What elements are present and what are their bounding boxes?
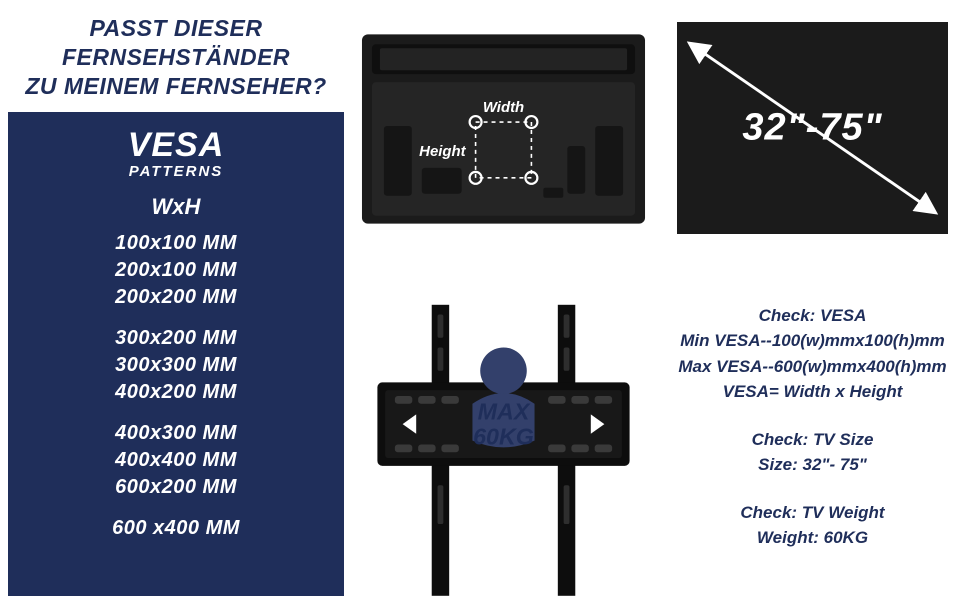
vesa-item: 300x200 MM: [16, 325, 336, 352]
vesa-item: 100x100 MM: [16, 230, 336, 257]
size-range-text: 32"-75": [742, 107, 882, 150]
spec-text-panel: Check: VESA Min VESA--100(w)mmx100(h)mm …: [663, 258, 962, 596]
spec-line: Check: TV Weight: [740, 500, 884, 526]
spec-line: Check: TV Size: [752, 427, 874, 453]
spec-line: Min VESA--100(w)mmx100(h)mm: [678, 328, 946, 354]
tv-back-diagram: Width Height: [354, 8, 653, 248]
width-label: Width: [483, 99, 524, 116]
spec-line: Check: VESA: [678, 303, 946, 329]
left-column: PASST DIESER FERNSEHSTÄNDER ZU MEINEM FE…: [8, 8, 344, 596]
vesa-subtitle: PATTERNS: [16, 163, 336, 180]
vesa-group: 100x100 MM 200x100 MM 200x200 MM: [16, 230, 336, 311]
spec-line: Weight: 60KG: [740, 525, 884, 551]
vesa-item: 600x200 MM: [16, 474, 336, 501]
spec-line: Size: 32"- 75": [752, 452, 874, 478]
max-weight-line2: 60KG: [473, 423, 534, 449]
headline-line: ZU MEINEM FERNSEHER?: [12, 72, 340, 101]
bracket-diagram: MAX 60KG: [358, 266, 649, 596]
spec-vesa-block: Check: VESA Min VESA--100(w)mmx100(h)mm …: [678, 303, 946, 405]
tv-size-rect: 32"-75": [677, 22, 948, 234]
vesa-item: 300x300 MM: [16, 352, 336, 379]
max-weight-line1: MAX: [478, 398, 531, 424]
height-label: Height: [419, 143, 466, 160]
vesa-wxh-label: WxH: [16, 194, 336, 220]
vesa-pattern-list: 100x100 MM 200x100 MM 200x200 MM 300x200…: [16, 230, 336, 586]
bracket-panel: MAX 60KG: [354, 258, 653, 596]
spec-line: Max VESA--600(w)mmx400(h)mm: [678, 354, 946, 380]
headline-line: FERNSEHSTÄNDER: [12, 43, 340, 72]
vesa-item: 400x400 MM: [16, 447, 336, 474]
vesa-group: 400x300 MM 400x400 MM 600x200 MM: [16, 420, 336, 501]
vesa-group: 600 x400 MM: [16, 515, 336, 542]
tv-size-panel: 32"-75": [663, 8, 962, 248]
vesa-item: 200x100 MM: [16, 257, 336, 284]
vesa-title: VESA: [16, 126, 336, 165]
vesa-item: 400x200 MM: [16, 379, 336, 406]
spec-line: VESA= Width x Height: [678, 379, 946, 405]
vesa-item: 600 x400 MM: [16, 515, 336, 542]
vesa-item: 200x200 MM: [16, 284, 336, 311]
vesa-patterns-panel: VESA PATTERNS WxH 100x100 MM 200x100 MM …: [8, 112, 344, 596]
vesa-item: 400x300 MM: [16, 420, 336, 447]
tv-back-panel: Width Height: [354, 8, 653, 248]
headline-question: PASST DIESER FERNSEHSTÄNDER ZU MEINEM FE…: [8, 8, 344, 112]
vesa-group: 300x200 MM 300x300 MM 400x200 MM: [16, 325, 336, 406]
spec-weight-block: Check: TV Weight Weight: 60KG: [740, 500, 884, 551]
spec-size-block: Check: TV Size Size: 32"- 75": [752, 427, 874, 478]
headline-line: PASST DIESER: [12, 14, 340, 43]
